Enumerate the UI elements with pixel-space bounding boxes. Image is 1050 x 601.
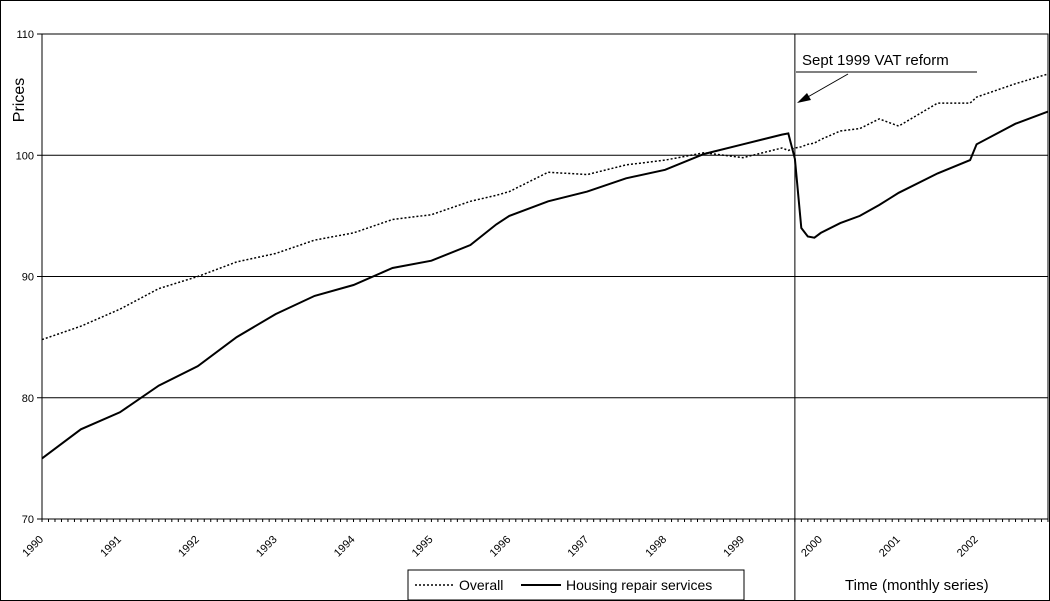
y-tick-label: 100	[16, 150, 34, 162]
annotation-text: Sept 1999 VAT reform	[802, 52, 949, 69]
legend-box	[407, 569, 745, 601]
series-overall-line	[41, 73, 1049, 341]
x-axis-label: Time (monthly series)	[845, 577, 989, 594]
legend-overall-label: Overall	[459, 577, 503, 593]
y-axis-ticks: 70 80 90 100 110	[16, 29, 42, 526]
legend-housing-label: Housing repair services	[566, 577, 712, 593]
annotation-arrowhead	[797, 93, 811, 103]
series-housing-repair-line	[41, 110, 1049, 460]
y-tick-label: 110	[16, 29, 34, 41]
annotation-arrow-shaft	[805, 73, 849, 99]
y-tick-label: 70	[22, 514, 34, 526]
gridlines	[42, 154, 1048, 399]
y-tick-label: 90	[22, 272, 34, 284]
legend: Overall Housing repair services	[407, 569, 745, 601]
y-axis-label: Prices	[11, 78, 28, 122]
y-tick-label: 80	[22, 393, 34, 405]
